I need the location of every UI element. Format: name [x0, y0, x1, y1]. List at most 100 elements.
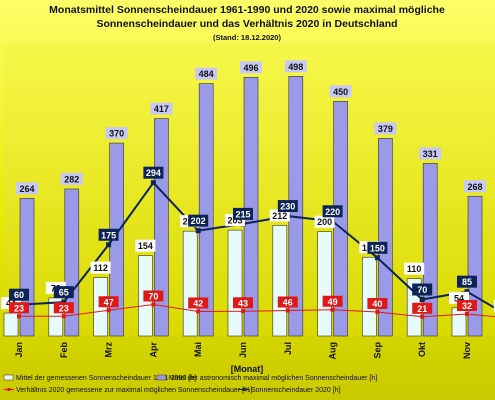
label-sunshine-Okt: 70	[417, 285, 427, 295]
bar-mean-Sep	[362, 256, 377, 337]
legend: Mittel der gemessenen Sonnenscheindauer …	[3, 374, 377, 394]
legend-label-3: Sonnenscheindauer 2020 [h]	[251, 387, 341, 394]
x-tick-Jul: Jul	[283, 342, 293, 355]
line-ratio	[19, 303, 495, 318]
legend-label-1: Mittel der astronomisch maximal mögliche…	[169, 375, 377, 382]
bar-max-Mai	[198, 83, 214, 337]
point-ratio-Aug	[330, 307, 335, 312]
point-sunshine-Feb	[61, 299, 67, 305]
label-max-Aug: 450	[333, 87, 348, 97]
bar-mean-Nov	[451, 307, 467, 337]
x-tick-Sep: Sep	[372, 342, 382, 359]
point-ratio-Jan	[17, 314, 21, 319]
label-ratio-Okt: 21	[417, 304, 427, 314]
x-tick-Aug: Aug	[328, 342, 338, 360]
label-bg-max-Jul	[284, 60, 307, 73]
x-tick-Mrz: Mrz	[104, 342, 114, 358]
label-bg-mean-Okt	[404, 262, 425, 275]
label-max-Mrz: 370	[109, 129, 124, 139]
label-bg-max-Sep	[374, 122, 397, 135]
x-tick-Okt: Okt	[417, 342, 427, 357]
label-bg-sunshine-Jan	[9, 288, 29, 301]
x-tick-Nov: Nov	[462, 342, 472, 359]
label-sunshine-Jul: 230	[280, 202, 295, 212]
point-ratio-Sep	[375, 310, 380, 314]
label-ratio-Aug: 49	[328, 297, 338, 307]
point-sunshine-Apr	[150, 180, 156, 186]
label-max-Jul: 498	[288, 62, 303, 72]
label-ratio-Nov: 32	[462, 301, 472, 311]
point-ratio-Apr	[151, 302, 156, 307]
bar-mean-Jul	[272, 225, 288, 337]
point-sunshine-Mrz	[106, 242, 112, 248]
point-sunshine-Nov	[464, 289, 470, 295]
bar-mean-Aug	[317, 231, 332, 337]
label-bg-max-Jun	[240, 61, 262, 74]
bar-mean-Mai	[182, 230, 198, 337]
label-sunshine-Aug: 220	[325, 207, 340, 217]
label-bg-max-Okt	[419, 147, 442, 160]
label-bg-sunshine-Jun	[233, 207, 253, 220]
label-bg-ratio-Jan	[9, 302, 29, 314]
label-bg-sunshine-Feb	[53, 286, 74, 299]
legend-swatch-0	[3, 374, 14, 381]
label-bg-mean-Apr	[135, 239, 156, 252]
label-sunshine-Feb: 65	[59, 288, 69, 298]
label-mean-Mrz: 112	[93, 263, 108, 273]
bar-mean-Jan	[3, 312, 19, 337]
label-mean-Apr: 154	[138, 241, 153, 251]
label-bg-mean-Dez	[493, 300, 495, 313]
label-mean-Aug: 200	[317, 217, 332, 227]
chart-title: Monatsmittel Sonnenscheindauer 1961-1990…	[49, 4, 445, 16]
label-max-Okt: 331	[423, 149, 438, 159]
legend-label-2: Verhältnis 2020 gemessene zur maximal mö…	[16, 387, 252, 394]
label-bg-mean-Jul	[269, 209, 290, 222]
x-tick-Feb: Feb	[59, 342, 69, 359]
label-bg-ratio-Okt	[412, 302, 433, 314]
label-max-Mai: 484	[199, 69, 214, 79]
label-bg-sunshine-Nov	[457, 275, 477, 288]
label-bg-max-Aug	[329, 85, 352, 98]
line-sunshine-2020	[18, 181, 495, 310]
point-sunshine-Sep	[374, 255, 380, 261]
label-max-Sep: 379	[378, 124, 393, 134]
x-tick-Jun: Jun	[238, 342, 248, 358]
label-ratio-Jan: 23	[14, 303, 24, 313]
bar-max-Feb	[64, 188, 80, 337]
bar-mean-Jun	[227, 229, 243, 337]
legend-swatch-1	[156, 374, 167, 381]
data-label-layer: 4426473282112370154417201484203496212498…	[1, 60, 495, 314]
label-bg-max-Apr	[150, 102, 173, 115]
label-bg-max-Feb	[60, 172, 83, 185]
bar-max-Jan	[19, 198, 35, 337]
label-bg-sunshine-Jul	[277, 200, 298, 213]
label-bg-ratio-Jul	[277, 296, 298, 308]
point-ratio-Jun	[241, 309, 245, 314]
label-ratio-Mrz: 47	[104, 297, 114, 307]
chart-title-line2: Sonnenscheindauer und das Verhältnis 202…	[96, 18, 397, 30]
label-max-Jun: 496	[243, 63, 258, 73]
label-bg-sunshine-Apr	[143, 166, 164, 179]
bar-max-Sep	[378, 138, 393, 337]
x-tick-Jan: Jan	[14, 342, 24, 358]
x-axis-label: [Monat]	[231, 364, 264, 374]
label-ratio-Jul: 46	[283, 298, 293, 308]
label-sunshine-Nov: 85	[462, 277, 472, 287]
label-mean-Nov: 54	[454, 293, 464, 303]
label-bg-max-Mai	[195, 67, 218, 80]
label-max-Apr: 417	[154, 104, 169, 114]
label-sunshine-Mai: 202	[191, 216, 206, 226]
label-max-Jan: 264	[19, 184, 34, 194]
label-sunshine-Jan: 60	[14, 290, 24, 300]
label-sunshine-Mrz: 175	[101, 230, 116, 240]
label-bg-ratio-Mrz	[98, 296, 119, 308]
label-bg-ratio-Jun	[233, 297, 253, 309]
label-bg-max-Jan	[16, 182, 38, 195]
point-ratio-Mrz	[106, 308, 111, 313]
legend-marker-2	[7, 388, 11, 391]
label-bg-max-Nov	[464, 180, 486, 193]
label-ratio-Apr: 70	[148, 292, 158, 302]
legend-label-0: Mittel der gemessenen Sonnenscheindauer …	[16, 375, 196, 382]
point-ratio-Feb	[61, 314, 66, 319]
